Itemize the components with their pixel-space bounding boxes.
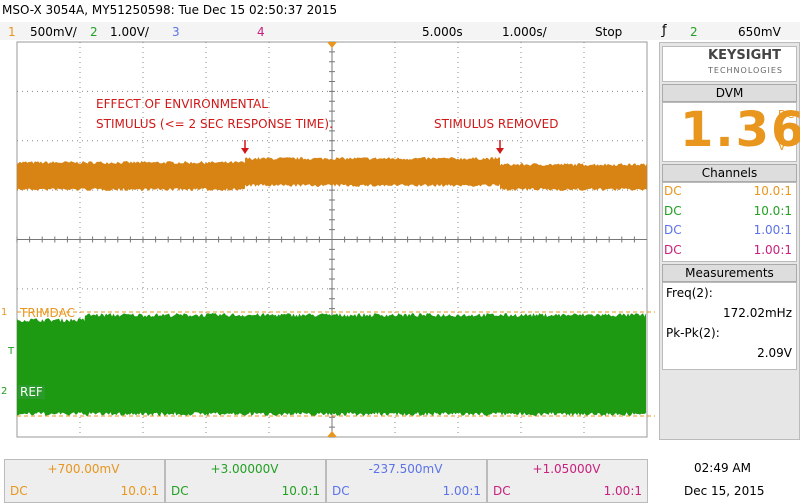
clock-time: 02:49 AM: [694, 461, 751, 475]
channel-probe: 1.00:1: [603, 484, 642, 498]
trigger-icon: ƒ: [662, 23, 667, 38]
brand-sub: TECHNOLOGIES: [708, 66, 783, 75]
annotation: STIMULUS REMOVED: [434, 117, 559, 131]
panel-header[interactable]: Measurements: [662, 264, 797, 282]
meas-value: 2.09V: [757, 346, 792, 360]
channel-probe[interactable]: 10.0:1: [753, 184, 792, 198]
channel-offset: -237.500mV: [368, 462, 443, 476]
channel-probe: 10.0:1: [281, 484, 320, 498]
dvm-unit: V: [778, 140, 786, 153]
trace-label: REF: [18, 385, 45, 399]
channel-box[interactable]: [487, 459, 648, 503]
channel-offset: +3.00000V: [210, 462, 279, 476]
dvm-box: [662, 102, 797, 162]
logo-box: [662, 46, 797, 82]
channel-coupling: DC: [493, 484, 511, 498]
channel-offset: +1.05000V: [532, 462, 601, 476]
channel-probe[interactable]: 1.00:1: [753, 223, 792, 237]
ch3-number[interactable]: 3: [172, 25, 180, 39]
channel-probe[interactable]: 10.0:1: [753, 203, 792, 218]
brand: KEYSIGHT: [708, 48, 781, 63]
meas-label: Freq(2):: [666, 286, 713, 300]
dvm-mode: DC: [778, 108, 795, 121]
ch1-scale[interactable]: 500mV/: [30, 25, 77, 39]
annotation-arrow: [241, 148, 249, 154]
ground-marker: 1: [1, 307, 8, 318]
ch2-number[interactable]: 2: [90, 25, 98, 39]
channel-probe: 1.00:1: [442, 484, 481, 498]
channel-coupling[interactable]: DC: [664, 203, 682, 218]
trace-label: TRIMDAC: [20, 306, 75, 320]
trigger-source[interactable]: 2: [690, 25, 698, 39]
meas-value: 172.02mHz: [723, 306, 792, 320]
annotation-arrow: [496, 148, 504, 154]
trigger-level[interactable]: 650mV: [738, 25, 781, 39]
channel-coupling[interactable]: DC: [664, 184, 682, 198]
trigger-marker: [327, 431, 337, 437]
ch1-number[interactable]: 1: [8, 25, 16, 39]
meas-label: Pk-Pk(2):: [666, 326, 720, 340]
timebase[interactable]: 1.000s/: [502, 25, 547, 39]
ch2-trace: [17, 313, 646, 416]
annotation: STIMULUS (<= 2 SEC RESPONSE TIME).: [96, 117, 333, 131]
channels-box: [662, 182, 797, 262]
toolbar-bg: [0, 22, 800, 40]
trigger-marker: T: [8, 346, 15, 357]
channel-coupling[interactable]: DC: [664, 242, 682, 257]
channel-offset: +700.00mV: [47, 462, 120, 476]
dvm-reading: 1.36: [680, 102, 800, 158]
panel-header[interactable]: DVM: [662, 84, 797, 102]
annotation: EFFECT OF ENVIRONMENTAL: [96, 97, 268, 111]
channel-coupling[interactable]: DC: [664, 223, 682, 237]
channel-coupling: DC: [10, 484, 28, 498]
delay[interactable]: 5.000s: [422, 25, 463, 39]
run-state[interactable]: Stop: [595, 25, 623, 39]
ch1-trace: [17, 157, 647, 191]
trigger-marker: [327, 42, 337, 48]
header-title: MSO-X 3054A, MY51250598: Tue Dec 15 02:5…: [2, 3, 338, 17]
ch4-number[interactable]: 4: [257, 25, 265, 39]
clock-date: Dec 15, 2015: [684, 484, 765, 498]
channel-box[interactable]: [326, 459, 487, 503]
panel-header[interactable]: Channels: [662, 164, 797, 182]
channel-coupling: DC: [171, 484, 189, 498]
ground-marker: 2: [1, 386, 8, 397]
channel-probe[interactable]: 1.00:1: [753, 242, 792, 257]
measurements-box: [662, 282, 797, 370]
channel-box[interactable]: [4, 459, 165, 503]
ch2-scale[interactable]: 1.00V/: [110, 25, 149, 39]
channel-coupling: DC: [332, 484, 350, 498]
channel-probe: 10.0:1: [120, 484, 159, 498]
